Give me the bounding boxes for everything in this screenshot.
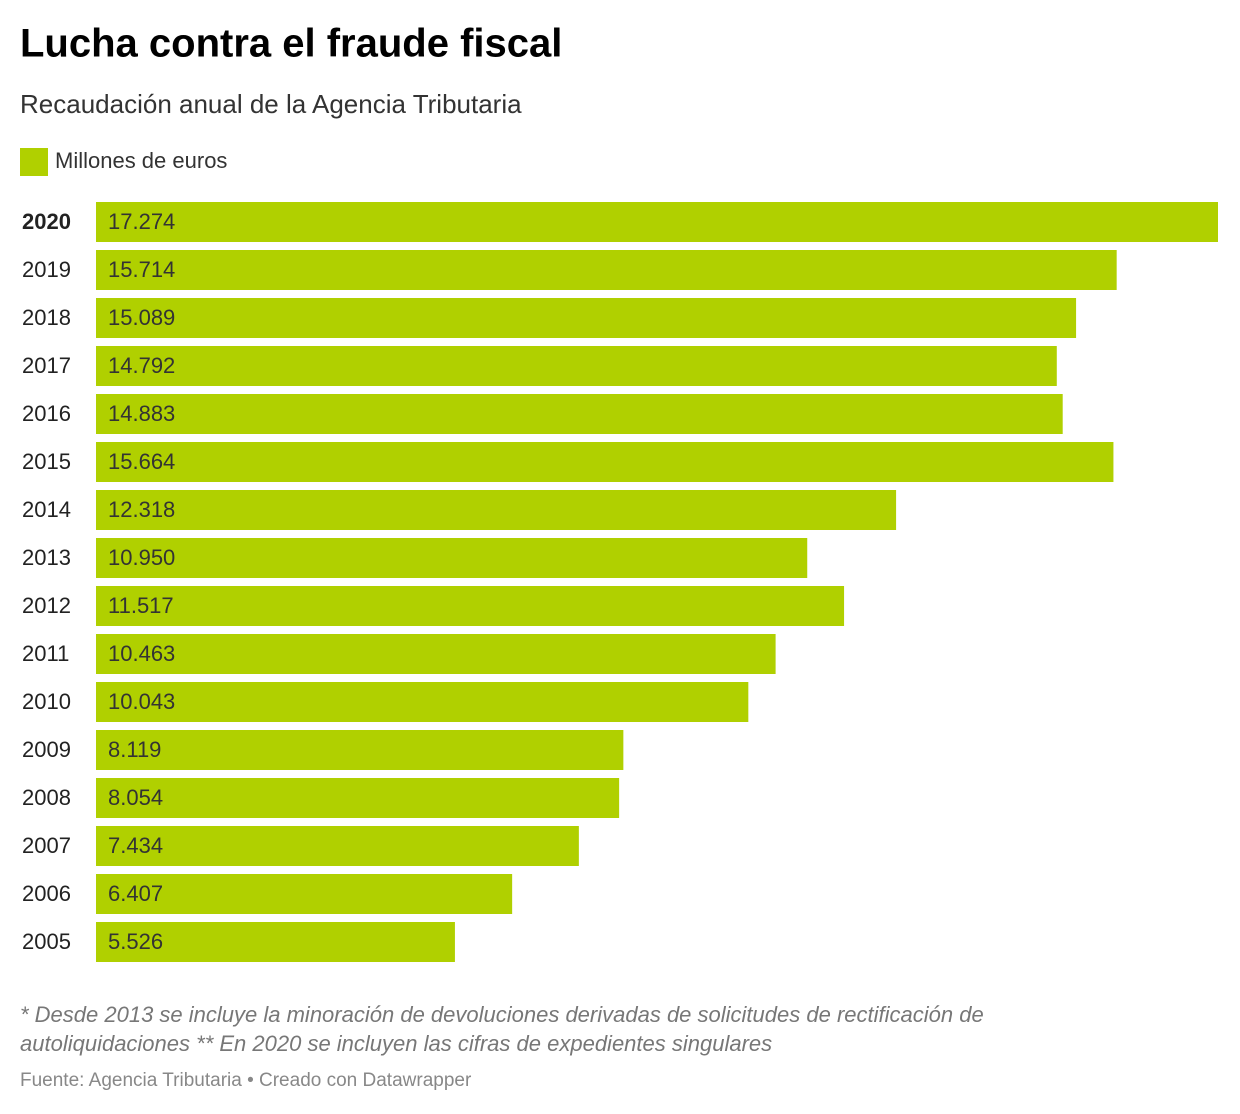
- bar: [96, 922, 455, 962]
- bar: [96, 202, 1218, 242]
- bar: [96, 634, 776, 674]
- value-label: 14.883: [108, 401, 175, 426]
- bar: [96, 826, 579, 866]
- bar: [96, 250, 1117, 290]
- bar: [96, 394, 1063, 434]
- bar: [96, 778, 620, 818]
- source: Fuente: Agencia Tributaria • Creado con …: [20, 1070, 472, 1091]
- bar: [96, 586, 845, 626]
- value-label: 8.119: [108, 737, 161, 762]
- value-label: 11.517: [108, 593, 174, 618]
- value-label: 6.407: [108, 881, 163, 906]
- chart-subtitle: Recaudación anual de la Agencia Tributar…: [20, 89, 522, 119]
- y-tick-label: 2008: [22, 785, 71, 810]
- value-label: 15.714: [108, 257, 175, 282]
- y-tick-label: 2015: [22, 449, 71, 474]
- y-tick-label: 2012: [22, 593, 71, 618]
- legend-label: Millones de euros: [55, 148, 227, 173]
- value-label: 5.526: [108, 929, 163, 954]
- value-label: 10.463: [108, 641, 175, 666]
- legend-swatch: [20, 148, 48, 176]
- y-tick-label: 2009: [22, 737, 71, 762]
- value-label: 7.434: [108, 833, 163, 858]
- bar: [96, 490, 897, 530]
- value-label: 10.950: [108, 545, 175, 570]
- bar: [96, 538, 808, 578]
- value-label: 12.318: [108, 497, 175, 522]
- y-tick-label: 2011: [22, 641, 69, 666]
- value-label: 8.054: [108, 785, 163, 810]
- y-tick-label: 2013: [22, 545, 71, 570]
- value-label: 15.089: [108, 305, 175, 330]
- y-tick-label: 2005: [22, 929, 71, 954]
- bar: [96, 874, 513, 914]
- y-tick-label: 2006: [22, 881, 71, 906]
- value-label: 10.043: [108, 689, 175, 714]
- y-tick-label: 2019: [22, 257, 71, 282]
- y-tick-label: 2017: [22, 353, 71, 378]
- y-tick-label: 2018: [22, 305, 71, 330]
- value-label: 17.274: [108, 209, 175, 234]
- bar: [96, 346, 1057, 386]
- bar: [96, 730, 624, 770]
- bar: [96, 298, 1077, 338]
- y-tick-label: 2010: [22, 689, 71, 714]
- bar: [96, 682, 749, 722]
- y-tick-label: 2014: [22, 497, 71, 522]
- bar: [96, 442, 1114, 482]
- value-label: 15.664: [108, 449, 175, 474]
- footnote: * Desde 2013 se incluye la minoración de…: [20, 1002, 984, 1056]
- y-tick-label: 2016: [22, 401, 71, 426]
- chart-title: Lucha contra el fraude fiscal: [20, 22, 562, 66]
- value-label: 14.792: [108, 353, 175, 378]
- y-tick-label: 2020: [22, 209, 71, 234]
- y-tick-label: 2007: [22, 833, 71, 858]
